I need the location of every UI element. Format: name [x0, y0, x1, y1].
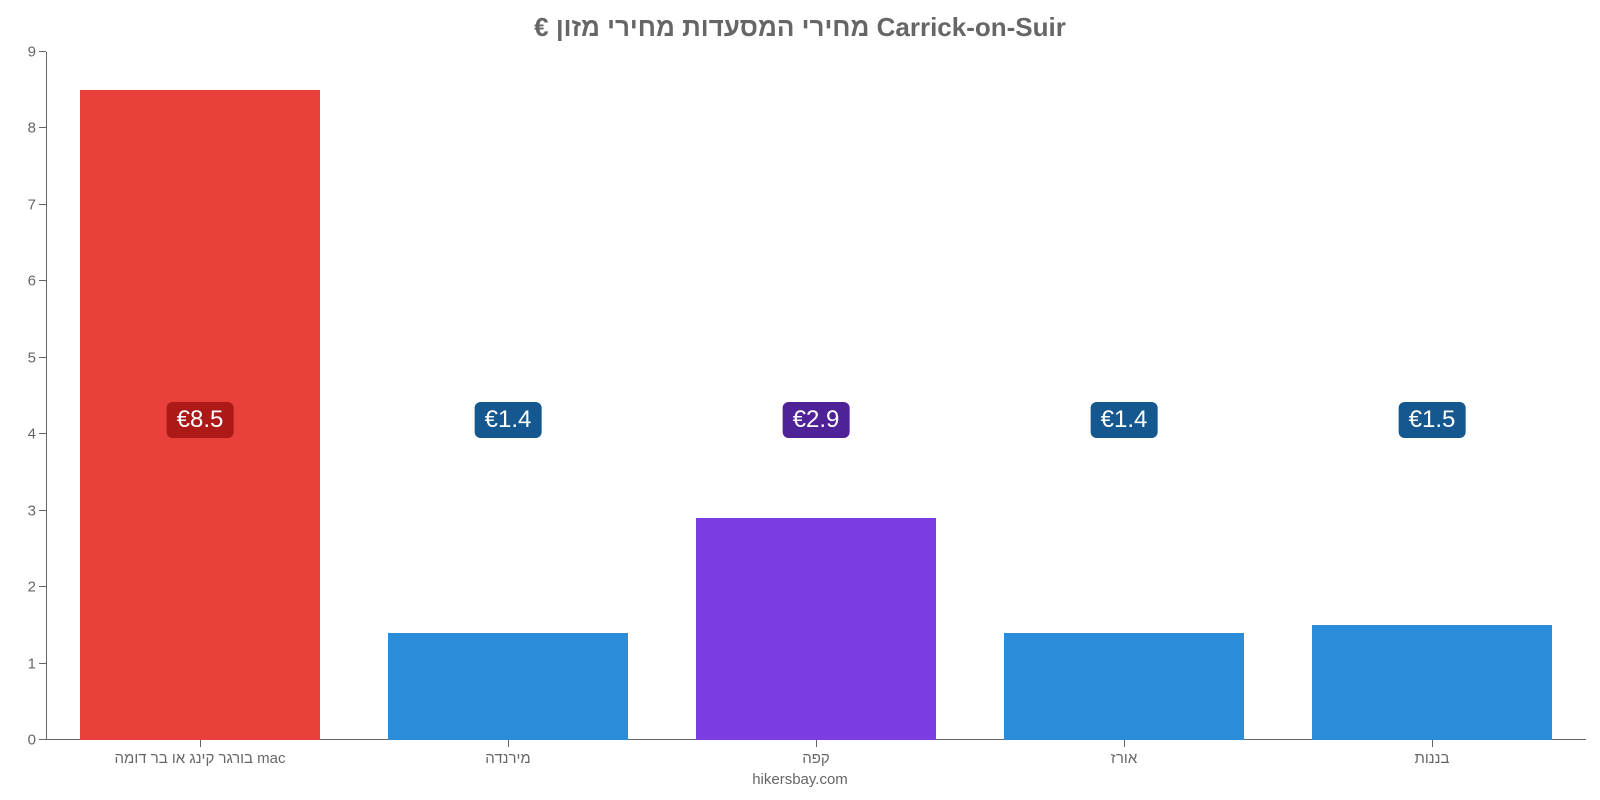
- y-tick-label: 2: [28, 579, 46, 596]
- y-tick-mark: [39, 739, 46, 740]
- y-tick-label: 8: [28, 120, 46, 137]
- y-tick-mark: [39, 663, 46, 664]
- y-tick-label: 6: [28, 273, 46, 290]
- y-tick-mark: [39, 357, 46, 358]
- y-tick-label: 0: [28, 732, 46, 749]
- x-tick-mark: [508, 740, 509, 747]
- x-tick-mark: [816, 740, 817, 747]
- y-tick-label: 7: [28, 196, 46, 213]
- plot-area: 0123456789€8.5בורגר קינג או בר דומה mac€…: [46, 52, 1586, 740]
- y-tick-mark: [39, 127, 46, 128]
- bar: [696, 518, 936, 740]
- chart-footer: hikersbay.com: [0, 771, 1600, 788]
- x-tick-mark: [200, 740, 201, 747]
- y-tick-mark: [39, 51, 46, 52]
- x-tick-mark: [1432, 740, 1433, 747]
- y-tick-mark: [39, 586, 46, 587]
- y-tick-mark: [39, 510, 46, 511]
- x-tick-mark: [1124, 740, 1125, 747]
- bar-value-label: €2.9: [783, 402, 850, 438]
- bar-value-label: €1.4: [1091, 402, 1158, 438]
- chart-title: € מחירי המסעדות מחירי מזון Carrick-on-Su…: [0, 12, 1600, 43]
- y-tick-mark: [39, 204, 46, 205]
- y-tick-label: 3: [28, 502, 46, 519]
- bar-value-label: €1.4: [475, 402, 542, 438]
- bar: [388, 633, 628, 740]
- chart-container: € מחירי המסעדות מחירי מזון Carrick-on-Su…: [0, 0, 1600, 800]
- bar: [1312, 625, 1552, 740]
- y-tick-label: 9: [28, 44, 46, 61]
- y-axis-line: [46, 52, 47, 740]
- bar: [1004, 633, 1244, 740]
- bar-value-label: €1.5: [1399, 402, 1466, 438]
- y-tick-label: 1: [28, 655, 46, 672]
- y-tick-label: 4: [28, 426, 46, 443]
- y-tick-mark: [39, 433, 46, 434]
- bar-value-label: €8.5: [167, 402, 234, 438]
- y-tick-mark: [39, 280, 46, 281]
- y-tick-label: 5: [28, 349, 46, 366]
